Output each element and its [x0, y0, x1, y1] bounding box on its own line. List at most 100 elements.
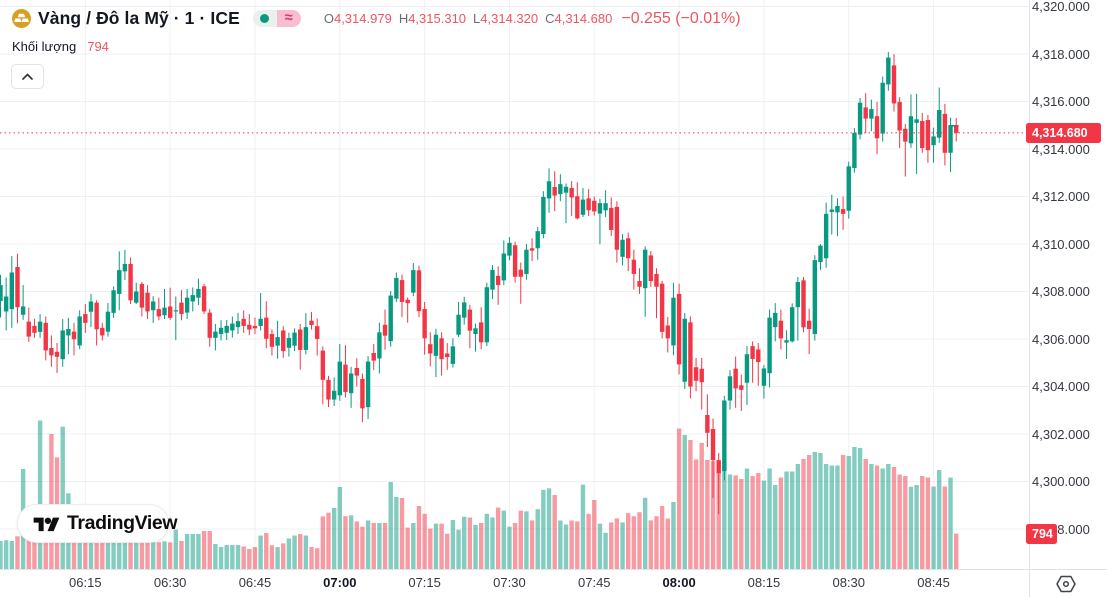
volume-label[interactable]: Khối lượng	[12, 39, 77, 54]
time-axis-label: 08:00	[662, 575, 696, 590]
volume-bar	[767, 468, 772, 569]
volume-bar	[382, 522, 388, 569]
volume-bar	[258, 535, 263, 569]
candle-body	[399, 280, 405, 302]
volume-bar	[852, 447, 857, 569]
candle-body	[823, 213, 829, 259]
volume-bar	[569, 520, 574, 569]
volume-bar	[671, 501, 676, 569]
volume-bar	[213, 543, 218, 569]
volume-bar	[128, 519, 133, 569]
time-axis[interactable]: 06:15 06:30 06:45 07:00 07:15 07:30 07:45 08:00…	[0, 570, 1107, 597]
market-status-capsule[interactable]: ≈	[252, 10, 301, 27]
volume-bar	[3, 540, 9, 569]
candles	[0, 52, 959, 515]
candle-body	[207, 312, 212, 338]
collapse-legend-button[interactable]	[11, 64, 44, 89]
candle-body	[3, 296, 9, 312]
delayed-data-badge[interactable]: ≈	[276, 10, 301, 27]
candle-body	[94, 302, 99, 330]
candle-body	[597, 203, 603, 214]
time-axis-label: 06:30	[153, 575, 187, 590]
candle-body	[688, 322, 693, 387]
volume-bar	[37, 420, 43, 569]
market-open-badge[interactable]	[252, 10, 277, 27]
candle-body	[773, 312, 778, 328]
volume-bar	[252, 547, 258, 569]
market-open-dot-icon	[260, 14, 270, 23]
candle-body	[846, 166, 851, 211]
volume-bar	[563, 524, 569, 569]
candle-body	[473, 328, 478, 335]
volume-bar	[247, 548, 252, 569]
volume-bar	[9, 541, 15, 569]
candle-body	[727, 376, 733, 401]
axis-settings-button[interactable]	[1055, 573, 1077, 595]
candle-body	[580, 199, 586, 215]
candle-body	[445, 353, 450, 358]
candle-body	[874, 116, 880, 139]
candle-body	[659, 283, 665, 332]
volume-bar	[139, 533, 145, 569]
volume-bar	[218, 547, 224, 569]
volume-bar	[716, 462, 721, 569]
volume-bar	[620, 522, 625, 569]
volume-bar	[354, 521, 359, 569]
symbol-title[interactable]: Vàng / Đô la Mỹ · 1 · ICE	[38, 8, 240, 28]
legend: Vàng / Đô la Mỹ · 1 · ICE ≈ O4,314.979 H4…	[12, 7, 741, 55]
candle-body	[507, 242, 512, 256]
candle-body	[778, 320, 784, 339]
ohlc-item-h: H4,315.310	[398, 11, 467, 26]
candle-body	[903, 128, 908, 142]
candle-body	[710, 429, 716, 461]
candle-body	[134, 291, 139, 303]
volume-bar	[558, 520, 563, 569]
price-axis[interactable]: 4,320.000 4,318.000 4,316.000 4,314.000 4,31…	[1029, 0, 1107, 569]
candle-body	[829, 209, 834, 212]
candle-body	[264, 317, 269, 339]
volume-bar	[806, 455, 812, 569]
candle-body	[184, 297, 190, 313]
volume-value: 794	[87, 39, 109, 54]
candle-body	[320, 350, 326, 380]
ohlc-item-c: C4,314.680	[545, 11, 613, 26]
ohlc-item-l: L4,314.320	[473, 11, 539, 26]
candle-body	[648, 255, 654, 282]
volume-bar	[897, 474, 902, 569]
candle-body	[552, 187, 557, 196]
volume-bar	[394, 497, 399, 569]
volume-bar	[439, 523, 444, 569]
gridlines	[0, 0, 1029, 569]
volume-bar	[710, 461, 716, 569]
volume-bar	[937, 470, 942, 569]
volume-bar	[320, 516, 326, 569]
candle-body	[676, 293, 682, 365]
volume-bar	[575, 521, 580, 569]
candle-body	[382, 324, 388, 336]
candle-body	[377, 332, 382, 359]
candle-body	[281, 330, 286, 352]
ohlc-values: O4,314.979 H4,315.310 L4,314.320 C4,314.680	[324, 11, 620, 26]
candle-body	[150, 301, 156, 311]
time-axis-label: 07:45	[577, 575, 611, 590]
volume-bar	[592, 499, 597, 569]
volume-bar	[693, 459, 699, 569]
candle-body	[756, 349, 761, 363]
candle-body	[716, 460, 721, 474]
candle-body	[37, 321, 43, 332]
candle-body	[365, 361, 371, 408]
candle-body	[575, 196, 580, 219]
candle-body	[462, 302, 467, 318]
volume-bar	[846, 456, 851, 569]
volume-bar	[682, 434, 687, 569]
candle-body	[354, 367, 359, 376]
volume-bar	[631, 516, 637, 569]
volume-bar	[654, 516, 659, 569]
volume-bar	[473, 524, 478, 569]
volume-bar	[134, 535, 139, 569]
candle-body	[230, 323, 235, 331]
volume-bar	[869, 464, 874, 569]
tradingview-watermark[interactable]: TradingView	[17, 504, 178, 543]
